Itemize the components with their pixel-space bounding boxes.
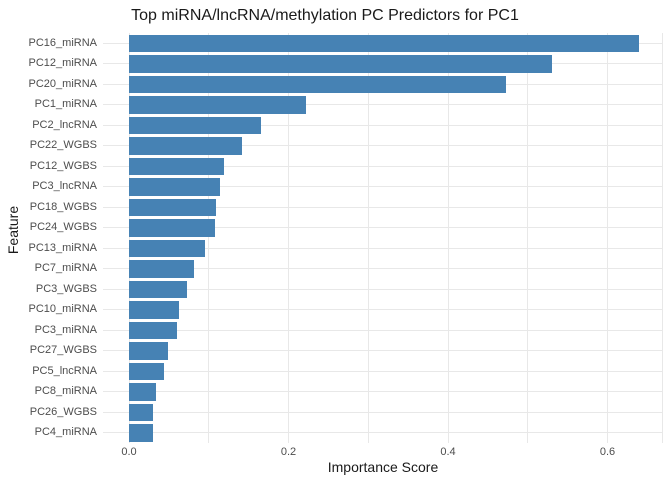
y-tick-label: PC1_miRNA	[34, 98, 97, 111]
y-tick-label: PC18_WGBS	[29, 200, 97, 213]
gridline-vertical	[128, 33, 130, 443]
y-tick-label: PC2_lncRNA	[32, 118, 97, 131]
bar-PC3_miRNA	[129, 321, 177, 339]
y-tick-label: PC27_WGBS	[29, 344, 97, 357]
bar-PC22_WGBS	[129, 137, 243, 155]
gridline-row	[103, 206, 663, 208]
bar-PC3_WGBS	[129, 280, 188, 298]
y-tick-label: PC3_WGBS	[35, 282, 97, 295]
plot-panel	[103, 33, 663, 443]
gridline-row	[103, 145, 663, 147]
y-tick-label: PC24_WGBS	[29, 221, 97, 234]
gridline-row	[103, 432, 663, 434]
x-tick-label: 0.6	[599, 446, 616, 458]
x-axis-title: Importance Score	[327, 459, 439, 475]
y-tick-label: PC3_miRNA	[34, 323, 97, 336]
gridline-row	[103, 247, 663, 249]
gridline-row	[103, 227, 663, 229]
bar-PC1_miRNA	[129, 96, 307, 114]
bar-PC10_miRNA	[129, 301, 180, 319]
gridline-vertical	[607, 33, 608, 443]
gridline-vertical	[367, 33, 369, 443]
bar-PC16_miRNA	[129, 34, 640, 52]
gridline-row	[103, 124, 663, 126]
y-tick-label: PC26_WGBS	[29, 405, 97, 418]
bar-PC7_miRNA	[129, 260, 195, 278]
y-tick-label: PC20_miRNA	[28, 77, 97, 90]
gridline-row	[103, 186, 663, 188]
y-tick-label: PC7_miRNA	[34, 262, 97, 275]
bar-PC12_miRNA	[129, 55, 553, 73]
gridline-row	[103, 104, 663, 106]
bar-PC18_WGBS	[129, 198, 216, 216]
bar-PC26_WGBS	[129, 403, 153, 421]
panel-right-border	[662, 33, 663, 443]
gridline-row	[103, 268, 663, 270]
gridline-row	[103, 165, 663, 167]
gridline-row	[103, 391, 663, 393]
y-tick-label: PC22_WGBS	[29, 139, 97, 152]
bar-PC4_miRNA	[129, 424, 153, 442]
y-tick-label: PC10_miRNA	[28, 303, 97, 316]
bar-PC3_lncRNA	[129, 178, 220, 196]
x-tick-label: 0.0	[121, 446, 137, 458]
gridline-row	[103, 288, 663, 290]
bar-PC20_miRNA	[129, 75, 507, 93]
gridline-row	[103, 350, 663, 352]
y-tick-label: PC16_miRNA	[28, 36, 97, 49]
y-tick-label: PC12_WGBS	[29, 159, 97, 172]
y-tick-label: PC13_miRNA	[28, 241, 97, 254]
bar-PC2_lncRNA	[129, 116, 262, 134]
gridline-row	[103, 411, 663, 413]
y-tick-label: PC3_lncRNA	[32, 180, 97, 193]
bar-PC5_lncRNA	[129, 362, 165, 380]
gridline-row	[103, 329, 663, 331]
y-tick-label: PC8_miRNA	[34, 385, 97, 398]
gridline-vertical	[447, 33, 449, 443]
gridline-vertical	[208, 33, 210, 443]
y-tick-label: PC4_miRNA	[34, 426, 97, 439]
bar-PC13_miRNA	[129, 239, 205, 257]
bar-PC12_WGBS	[129, 157, 224, 175]
bar-PC27_WGBS	[129, 342, 169, 360]
y-tick-label: PC5_lncRNA	[32, 364, 97, 377]
gridline-vertical	[527, 33, 529, 443]
chart-title: Top miRNA/lncRNA/methylation PC Predicto…	[131, 7, 519, 24]
gridline-row	[103, 370, 663, 372]
x-tick-label: 0.2	[280, 446, 297, 458]
bar-PC8_miRNA	[129, 383, 157, 401]
gridline-row	[103, 309, 663, 311]
gridline-vertical	[288, 33, 289, 443]
bar-PC24_WGBS	[129, 219, 216, 237]
y-tick-label: PC12_miRNA	[28, 57, 97, 70]
x-tick-label: 0.4	[440, 446, 456, 458]
